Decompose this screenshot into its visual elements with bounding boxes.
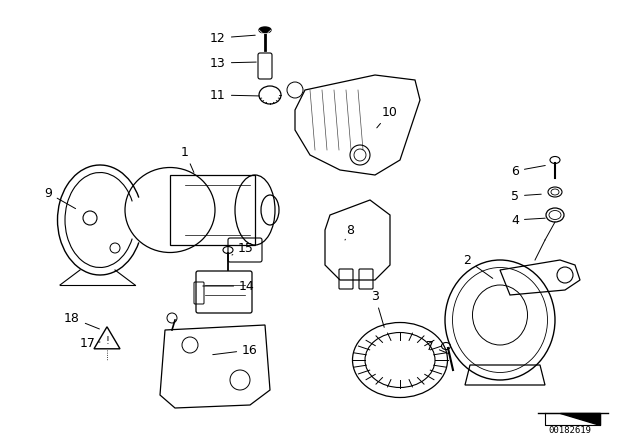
Text: 12: 12 [210, 31, 255, 44]
Text: 1: 1 [181, 146, 194, 172]
Text: 6: 6 [511, 164, 545, 177]
Text: 5: 5 [511, 190, 541, 202]
Text: !: ! [105, 336, 109, 346]
Text: 16: 16 [212, 344, 258, 357]
Text: 14: 14 [203, 280, 255, 293]
Text: 2: 2 [463, 254, 493, 278]
Polygon shape [560, 413, 600, 425]
Text: 9: 9 [44, 186, 76, 209]
Text: 3: 3 [371, 289, 384, 327]
Text: 4: 4 [511, 214, 545, 227]
Text: 8: 8 [345, 224, 354, 240]
Text: 17: 17 [80, 336, 100, 349]
Ellipse shape [259, 27, 271, 33]
Text: 11: 11 [210, 89, 259, 102]
Text: 18: 18 [64, 311, 99, 329]
Text: 10: 10 [377, 105, 398, 128]
Text: 13: 13 [210, 56, 256, 69]
Text: 00182619: 00182619 [548, 426, 591, 435]
Text: 15: 15 [232, 241, 254, 255]
Text: 7: 7 [426, 340, 449, 354]
